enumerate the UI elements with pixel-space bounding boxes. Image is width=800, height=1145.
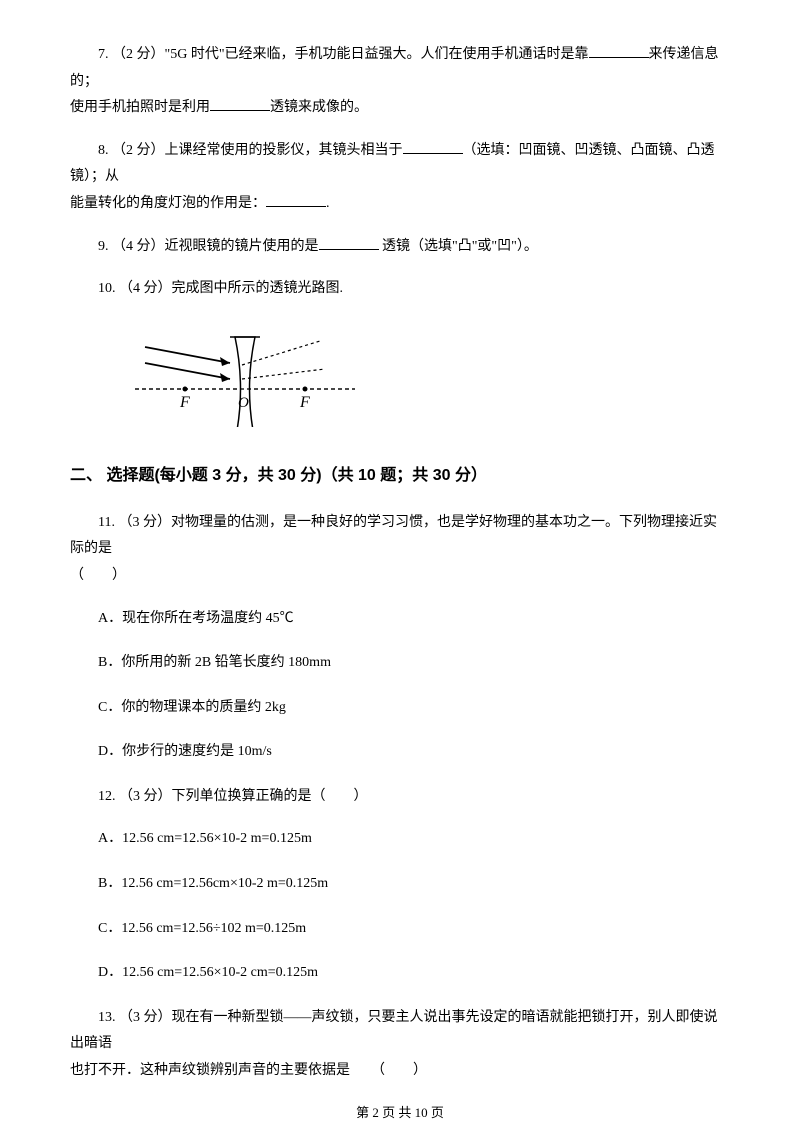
q-num: 9. <box>98 239 109 254</box>
question-11: 11. （3 分）对物理量的估测，是一种良好的学习习惯，也是学好物理的基本功之一… <box>70 510 730 563</box>
blank-fill[interactable] <box>589 44 649 58</box>
q-text: 透镜（选填"凸"或"凹"）。 <box>379 239 538 254</box>
option-12-D[interactable]: D．12.56 cm=12.56×10-2 cm=0.125m <box>70 960 730 987</box>
q-points: （2 分） <box>112 143 165 158</box>
q-points: （3 分） <box>119 1010 172 1025</box>
q-num: 12. <box>98 789 116 804</box>
option-11-C[interactable]: C．你的物理课本的质量约 2kg <box>70 695 730 722</box>
question-7: 7. （2 分）"5G 时代"已经来临，手机功能日益强大。人们在使用手机通话时是… <box>70 42 730 95</box>
q-text: . <box>326 196 330 211</box>
q-points: （2 分） <box>112 47 165 62</box>
option-11-B[interactable]: B．你所用的新 2B 铅笔长度约 180mm <box>70 650 730 677</box>
blank-fill[interactable] <box>319 236 379 250</box>
q-text: 使用手机拍照时是利用 <box>70 100 210 115</box>
q-text: "5G 时代"已经来临，手机功能日益强大。人们在使用手机通话时是靠 <box>165 47 589 62</box>
option-12-A[interactable]: A．12.56 cm=12.56×10-2 m=0.125m <box>70 826 730 853</box>
q-points: （3 分） <box>119 789 172 804</box>
question-11-paren: （ ） <box>70 563 730 590</box>
q-num: 10. <box>98 281 116 296</box>
question-10: 10. （4 分）完成图中所示的透镜光路图. <box>70 276 730 303</box>
concave-lens-svg: F O F <box>130 319 360 429</box>
blank-fill[interactable] <box>266 193 326 207</box>
q-text: 能量转化的角度灯泡的作用是： <box>70 196 266 211</box>
option-11-D[interactable]: D．你步行的速度约是 10m/s <box>70 739 730 766</box>
q-text: 上课经常使用的投影仪，其镜头相当于 <box>165 143 403 158</box>
q-num: 11. <box>98 515 115 530</box>
blank-fill[interactable] <box>403 140 463 154</box>
lens-diagram: F O F <box>130 319 730 440</box>
q-num: 13. <box>98 1010 116 1025</box>
q-text: 也打不开．这种声纹锁辨别声音的主要依据是 （ ） <box>70 1063 427 1078</box>
q-text: 透镜来成像的。 <box>270 100 368 115</box>
question-13-cont: 也打不开．这种声纹锁辨别声音的主要依据是 （ ） <box>70 1058 730 1085</box>
q-points: （4 分） <box>112 239 165 254</box>
q-points: （4 分） <box>119 281 172 296</box>
question-12: 12. （3 分）下列单位换算正确的是（ ） <box>70 784 730 811</box>
question-8: 8. （2 分）上课经常使用的投影仪，其镜头相当于（选填：凹面镜、凹透镜、凸面镜… <box>70 138 730 191</box>
question-13: 13. （3 分）现在有一种新型锁——声纹锁，只要主人说出事先设定的暗语就能把锁… <box>70 1005 730 1058</box>
blank-fill[interactable] <box>210 97 270 111</box>
origin-label: O <box>238 395 249 411</box>
option-12-B[interactable]: B．12.56 cm=12.56cm×10-2 m=0.125m <box>70 871 730 898</box>
question-7-cont: 使用手机拍照时是利用 透镜来成像的。 <box>70 95 730 122</box>
q-num: 8. <box>98 143 109 158</box>
q-points: （3 分） <box>118 515 171 530</box>
focus-label-right: F <box>299 394 310 411</box>
page-footer: 第 2 页 共 10 页 <box>70 1101 730 1126</box>
option-12-C[interactable]: C．12.56 cm=12.56÷102 m=0.125m <box>70 916 730 943</box>
q-num: 7. <box>98 47 109 62</box>
answer-paren[interactable]: （ ） <box>70 568 126 583</box>
q-text: 近视眼镜的镜片使用的是 <box>165 239 319 254</box>
question-9: 9. （4 分）近视眼镜的镜片使用的是 透镜（选填"凸"或"凹"）。 <box>70 234 730 261</box>
option-11-A[interactable]: A．现在你所在考场温度约 45℃ <box>70 606 730 633</box>
section-2-header: 二、 选择题(每小题 3 分，共 30 分)（共 10 题；共 30 分） <box>70 461 730 491</box>
question-8-cont: 能量转化的角度灯泡的作用是：. <box>70 191 730 218</box>
q-text: 完成图中所示的透镜光路图. <box>172 281 344 296</box>
q-text: 下列单位换算正确的是（ ） <box>172 789 368 804</box>
focus-label-left: F <box>179 394 190 411</box>
